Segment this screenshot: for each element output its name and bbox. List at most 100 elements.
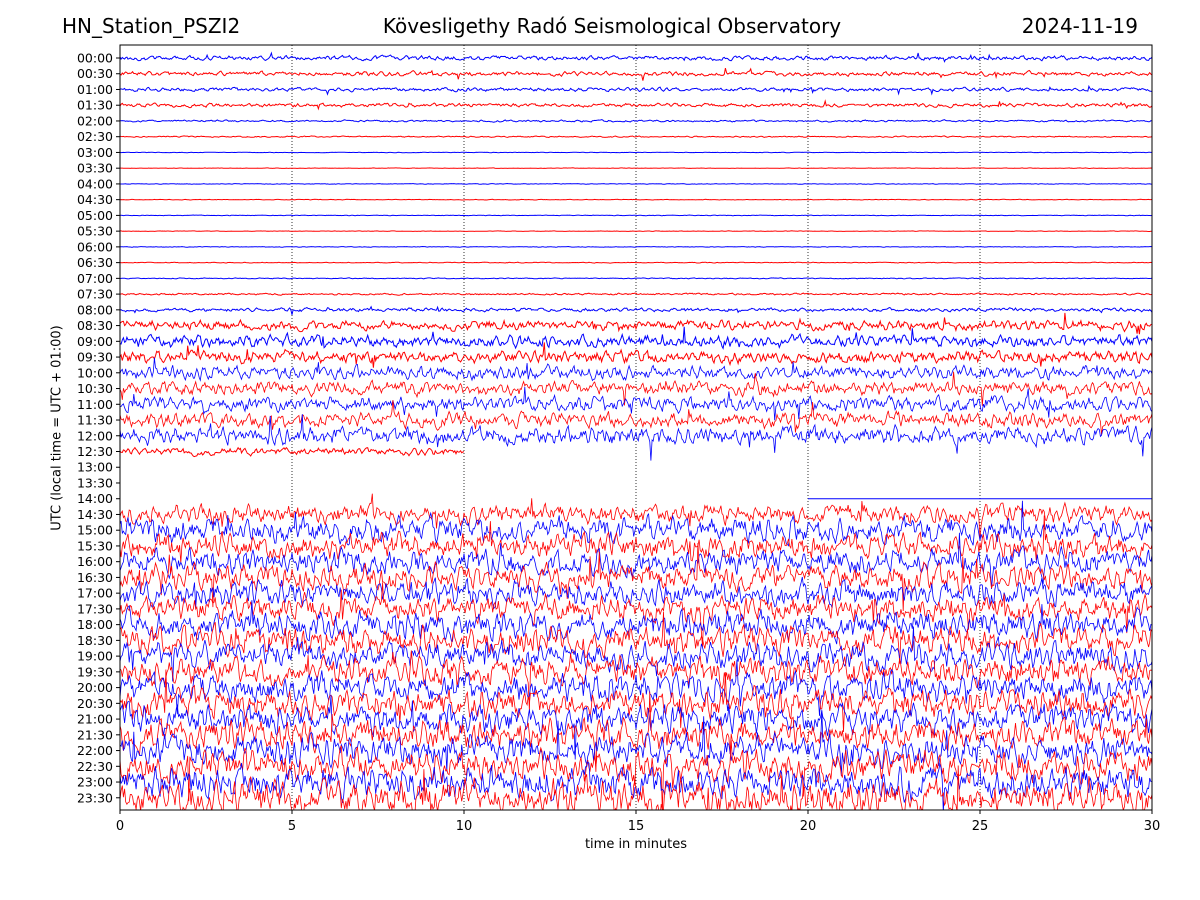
x-tick-label: 10: [456, 819, 473, 834]
trace-1500: [120, 500, 1152, 547]
y-tick-label: 04:30: [77, 192, 113, 207]
y-tick-label: 16:30: [77, 570, 113, 585]
trace-2030: [120, 669, 1152, 733]
trace-1630: [120, 542, 1152, 612]
trace-1600: [120, 532, 1152, 590]
y-tick-label: 03:00: [77, 145, 113, 160]
y-tick-label: 06:00: [77, 239, 113, 254]
y-tick-label: 08:00: [77, 302, 113, 317]
x-tick-label: 0: [116, 819, 124, 834]
trace-0530: [120, 230, 1152, 232]
y-tick-label: 19:30: [77, 664, 113, 679]
y-tick-label: 13:00: [77, 460, 113, 475]
y-tick-label: 12:30: [77, 444, 113, 459]
trace-2000: [120, 659, 1152, 716]
y-tick-label: 06:30: [77, 255, 113, 270]
trace-0330: [120, 167, 1152, 170]
trace-1230: [120, 446, 465, 458]
y-tick-label: 12:00: [77, 428, 113, 443]
trace-1530: [120, 515, 1152, 564]
y-tick-label: 02:00: [77, 113, 113, 128]
x-axis-label: time in minutes: [584, 837, 688, 852]
y-tick-label: 00:30: [77, 66, 113, 81]
y-tick-label: 20:00: [77, 680, 113, 695]
trace-0600: [120, 245, 1152, 248]
station-name: HN_Station_PSZI2: [62, 14, 241, 38]
y-tick-label: 23:00: [77, 775, 113, 790]
trace-1700: [120, 576, 1152, 610]
y-tick-label: 15:30: [77, 538, 113, 553]
chart-title: Kövesligethy Radó Seismological Observat…: [382, 14, 842, 38]
y-tick-label: 21:30: [77, 727, 113, 742]
y-tick-label: 00:00: [77, 51, 113, 66]
y-tick-label: 05:30: [77, 224, 113, 239]
y-tick-label: 19:00: [77, 649, 113, 664]
trace-0100: [120, 84, 1152, 96]
trace-2230: [120, 740, 1152, 810]
y-tick-label: 10:00: [77, 365, 113, 380]
x-tick-label: 30: [1144, 819, 1161, 834]
trace-2200: [120, 709, 1152, 776]
y-tick-label: 17:30: [77, 601, 113, 616]
y-tick-label: 09:00: [77, 334, 113, 349]
trace-0430: [120, 198, 1152, 201]
y-tick-label: 14:00: [77, 491, 113, 506]
trace-1900: [120, 626, 1152, 682]
y-tick-label: 18:00: [77, 617, 113, 632]
trace-2330: [120, 765, 1152, 810]
y-tick-label: 01:30: [77, 98, 113, 113]
y-tick-label: 18:30: [77, 633, 113, 648]
trace-0030: [120, 67, 1152, 81]
y-tick-label: 11:30: [77, 413, 113, 428]
trace-0830: [120, 312, 1152, 335]
trace-0900: [120, 326, 1152, 350]
y-tick-label: 16:00: [77, 554, 113, 569]
trace-1030: [120, 371, 1152, 406]
trace-0500: [120, 214, 1152, 217]
trace-0800: [120, 305, 1152, 315]
y-tick-label: 23:30: [77, 790, 113, 805]
y-tick-label: 07:30: [77, 287, 113, 302]
x-tick-label: 15: [628, 819, 645, 834]
y-tick-label: 20:30: [77, 696, 113, 711]
trace-0300: [120, 151, 1152, 154]
trace-1100: [120, 386, 1152, 421]
trace-0200: [120, 119, 1152, 123]
y-tick-label: 02:30: [77, 129, 113, 144]
y-tick-label: 17:00: [77, 586, 113, 601]
x-tick-label: 5: [288, 819, 296, 834]
trace-1930: [120, 650, 1152, 711]
y-tick-label: 01:00: [77, 82, 113, 97]
trace-1000: [120, 357, 1152, 382]
y-tick-label: 13:30: [77, 475, 113, 490]
y-tick-label: 03:30: [77, 161, 113, 176]
y-tick-label: 04:00: [77, 176, 113, 191]
y-tick-label: 21:00: [77, 712, 113, 727]
y-tick-label: 22:30: [77, 759, 113, 774]
y-axis-label: UTC (local time = UTC + 01:00): [49, 325, 65, 531]
y-tick-label: 22:00: [77, 743, 113, 758]
y-tick-label: 05:00: [77, 208, 113, 223]
trace-1800: [120, 600, 1152, 645]
y-tick-label: 15:00: [77, 523, 113, 538]
x-tick-label: 20: [800, 819, 817, 834]
trace-0730: [120, 292, 1152, 296]
trace-0400: [120, 182, 1152, 185]
trace-0930: [120, 342, 1152, 368]
trace-1730: [120, 582, 1152, 647]
traces-group: [120, 51, 1152, 810]
y-tick-label: 09:30: [77, 350, 113, 365]
x-tick-label: 25: [972, 819, 989, 834]
chart-date: 2024-11-19: [1021, 14, 1138, 38]
trace-1130: [120, 400, 1152, 435]
trace-0000: [120, 51, 1152, 63]
trace-2100: [120, 694, 1152, 760]
trace-1830: [120, 611, 1152, 664]
trace-0230: [120, 135, 1152, 139]
y-tick-label: 10:30: [77, 381, 113, 396]
trace-0130: [120, 99, 1152, 111]
trace-0700: [120, 277, 1152, 280]
y-tick-label: 08:30: [77, 318, 113, 333]
y-tick-label: 07:00: [77, 271, 113, 286]
